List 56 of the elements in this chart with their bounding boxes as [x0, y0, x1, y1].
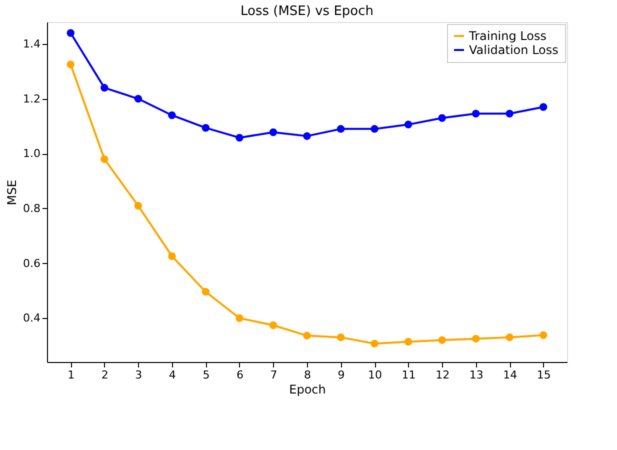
x-tick-label: 1 — [68, 368, 75, 382]
point — [202, 124, 210, 132]
x-tick-label: 14 — [503, 368, 518, 382]
y-tick-label: 1.2 — [23, 92, 40, 106]
point — [269, 321, 278, 330]
y-tick-label: 0.4 — [23, 312, 40, 325]
x-tick-label: 4 — [168, 368, 176, 382]
point — [303, 132, 311, 140]
y-tick-label: 1.0 — [23, 147, 40, 160]
y-tick-label: 0.8 — [23, 202, 40, 215]
x-axis-title: Epoch — [289, 382, 326, 396]
point — [168, 252, 176, 260]
point — [506, 110, 514, 118]
point — [202, 288, 210, 296]
point — [236, 314, 244, 322]
point — [438, 114, 446, 122]
point — [236, 134, 244, 142]
point — [336, 125, 345, 133]
point — [100, 155, 108, 163]
chart-title: Loss (MSE) vs Epoch — [240, 4, 374, 19]
point — [472, 334, 480, 343]
point — [539, 331, 548, 339]
point — [472, 110, 480, 118]
point — [303, 332, 311, 340]
y-axis-title: MSE — [5, 180, 20, 206]
point — [404, 120, 412, 128]
x-tick-label: 3 — [135, 368, 142, 382]
x-tick-label: 7 — [270, 368, 278, 382]
point — [134, 94, 142, 103]
y-tick-label: 0.6 — [23, 256, 40, 270]
x-tick-label: 9 — [338, 368, 345, 382]
x-tick-label: 8 — [304, 368, 311, 382]
x-tick-label: 2 — [101, 368, 108, 382]
point — [336, 333, 345, 342]
x-tick-label: 12 — [436, 368, 450, 382]
y-tick-label: 1.4 — [23, 37, 40, 50]
x-tick-label: 5 — [202, 368, 210, 382]
point — [506, 333, 514, 342]
point — [66, 29, 75, 37]
point — [404, 338, 412, 346]
point — [539, 103, 548, 111]
point — [100, 84, 108, 92]
point — [168, 111, 176, 120]
point — [134, 202, 142, 210]
point — [370, 340, 378, 348]
x-tick-label: 15 — [536, 368, 551, 382]
x-tick-label: 13 — [469, 368, 484, 382]
x-tick-label: 6 — [236, 368, 244, 382]
point — [66, 60, 75, 68]
point — [370, 125, 378, 133]
legend-label: Validation Loss — [469, 43, 558, 57]
x-tick-label: 10 — [368, 368, 382, 382]
legend-label: Training Loss — [468, 29, 546, 43]
point — [438, 336, 446, 344]
point — [269, 128, 278, 136]
x-tick-label: 11 — [402, 368, 416, 382]
